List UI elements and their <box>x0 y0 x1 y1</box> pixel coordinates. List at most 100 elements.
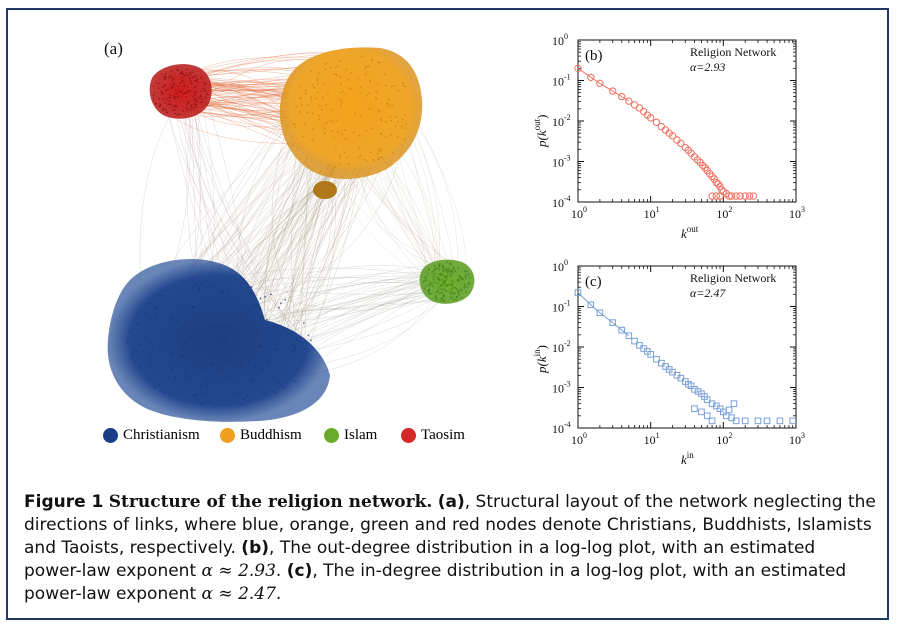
network-node <box>259 345 262 348</box>
network-node <box>359 86 362 89</box>
network-node <box>304 89 307 92</box>
network-node <box>168 96 171 99</box>
network-node <box>394 125 397 128</box>
network-node <box>173 378 176 381</box>
network-node <box>324 123 326 125</box>
network-node <box>430 282 433 285</box>
network-node <box>316 82 319 85</box>
network-node <box>185 72 188 75</box>
network-node <box>171 317 174 320</box>
network-node <box>182 92 185 95</box>
data-point <box>776 417 784 425</box>
data-point <box>652 118 661 126</box>
data-point <box>732 417 740 425</box>
network-node <box>183 84 185 87</box>
network-node <box>441 281 444 284</box>
network-node <box>451 288 453 290</box>
network-node <box>152 94 155 97</box>
network-node <box>336 65 339 68</box>
network-node <box>193 348 196 351</box>
network-node <box>194 319 197 322</box>
network-node <box>444 270 447 272</box>
data-point <box>708 192 716 200</box>
network-node <box>199 95 202 98</box>
network-node <box>190 104 193 107</box>
network-node <box>183 74 186 77</box>
data-point <box>691 386 698 393</box>
network-node <box>372 158 375 161</box>
network-node <box>312 128 315 130</box>
network-node <box>364 73 367 76</box>
network-node <box>452 285 455 288</box>
network-node <box>393 85 395 87</box>
network-node <box>194 100 197 103</box>
network-node <box>299 97 301 100</box>
network-node <box>327 164 330 167</box>
data-point <box>727 192 736 200</box>
panel-label-a: (a) <box>104 39 123 58</box>
network-node <box>460 277 463 280</box>
network-node <box>376 108 379 111</box>
x-axis-label: kin <box>681 450 694 467</box>
network-edge <box>245 282 425 329</box>
legend-label-islam: Islam <box>344 427 378 443</box>
y-tick-label: 10-4 <box>552 194 571 210</box>
network-node <box>273 348 275 351</box>
network-node <box>180 70 183 73</box>
data-point <box>631 337 638 345</box>
network-node <box>433 269 436 271</box>
network-node <box>311 139 314 142</box>
network-node <box>376 152 379 155</box>
network-node <box>182 355 185 358</box>
network-node <box>173 82 175 85</box>
network-node <box>396 136 399 138</box>
network-node <box>158 383 161 386</box>
network-node <box>338 154 341 157</box>
network-node <box>181 79 184 82</box>
network-node <box>437 278 440 280</box>
network-node <box>193 98 196 101</box>
data-point <box>673 136 681 144</box>
network-node <box>433 265 436 267</box>
network-node <box>345 69 347 71</box>
network-node <box>183 81 186 84</box>
network-node <box>329 66 332 69</box>
network-node <box>184 96 187 98</box>
network-node <box>447 268 450 271</box>
data-point <box>639 107 648 116</box>
network-node <box>360 55 363 58</box>
network-node <box>432 278 435 281</box>
network-node <box>246 395 248 397</box>
network-node <box>205 384 208 387</box>
network-node <box>230 325 233 328</box>
network-node <box>158 105 161 108</box>
caption-figure-number: Figure 1 <box>24 492 104 512</box>
network-node <box>161 294 164 297</box>
network-node <box>432 276 435 278</box>
network-node <box>161 92 164 95</box>
network-node <box>163 392 166 394</box>
network-node <box>312 112 315 115</box>
network-node <box>218 329 220 332</box>
network-node <box>436 298 438 301</box>
network-node <box>144 336 147 338</box>
caption-math-b: α ≈ 2.93. <box>201 561 282 581</box>
network-diagram <box>107 47 475 422</box>
network-node <box>155 307 158 310</box>
network-node <box>432 270 435 273</box>
network-node <box>186 91 188 94</box>
network-node <box>265 363 268 366</box>
network-node <box>183 388 185 391</box>
network-node <box>187 102 190 104</box>
network-node <box>162 107 165 110</box>
network-node <box>198 287 201 290</box>
network-node <box>214 326 217 329</box>
network-node <box>194 352 197 355</box>
data-point <box>668 132 677 140</box>
network-node <box>426 279 429 282</box>
network-node <box>194 79 197 82</box>
network-node <box>167 376 169 379</box>
data-point <box>703 412 711 420</box>
network-node <box>350 71 353 74</box>
network-node <box>307 103 310 106</box>
